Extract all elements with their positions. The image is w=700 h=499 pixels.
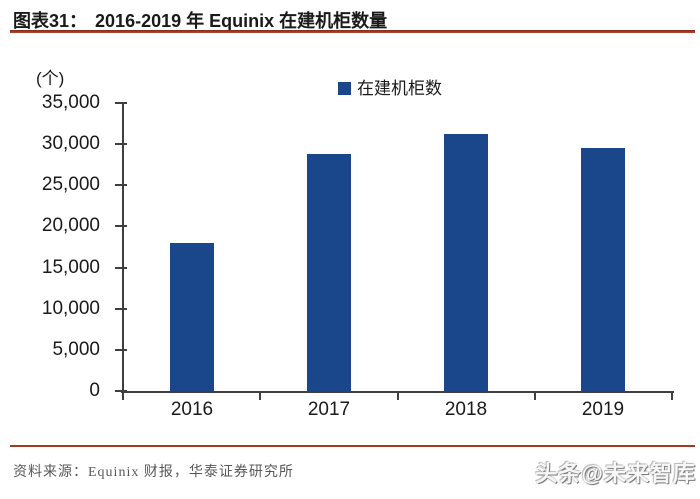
bar-2019 bbox=[581, 148, 625, 391]
y-axis-tick-label: 20,000 bbox=[41, 215, 100, 237]
bar-2018 bbox=[444, 134, 488, 391]
x-axis-tick bbox=[671, 391, 673, 400]
y-axis-tick bbox=[115, 307, 127, 310]
y-axis-tick bbox=[115, 184, 127, 187]
y-axis-tick-label: 30,000 bbox=[41, 133, 100, 155]
y-axis-tick bbox=[115, 348, 127, 351]
y-axis-tick-label: 5,000 bbox=[52, 338, 100, 360]
bar-2017 bbox=[307, 154, 351, 391]
source-note: 资料来源：Equinix 财报，华泰证券研究所 bbox=[13, 465, 294, 480]
footer-divider-line bbox=[10, 445, 695, 447]
y-axis-tick bbox=[115, 266, 127, 269]
legend-label: 在建机柜数 bbox=[357, 79, 442, 98]
x-axis-tick bbox=[396, 391, 399, 400]
y-axis-line bbox=[122, 103, 124, 393]
figure-number-label: 图表31： bbox=[13, 11, 88, 31]
y-axis-tick bbox=[115, 390, 127, 392]
y-axis-tick-label: 15,000 bbox=[41, 256, 100, 278]
y-axis-tick bbox=[115, 143, 127, 146]
y-axis-tick bbox=[115, 102, 127, 104]
y-axis-tick-label: 25,000 bbox=[41, 174, 100, 196]
x-axis-label-2019: 2019 bbox=[581, 399, 625, 420]
y-axis-tick-label: 10,000 bbox=[41, 297, 100, 319]
legend-color-swatch bbox=[338, 81, 351, 95]
bar-2016 bbox=[170, 243, 214, 391]
y-axis-tick-label: 0 bbox=[89, 380, 100, 401]
x-axis-label-2016: 2016 bbox=[170, 399, 214, 420]
title-divider-line bbox=[10, 30, 695, 33]
y-axis-tick-label: 35,000 bbox=[41, 92, 100, 113]
y-axis-tick bbox=[115, 225, 127, 228]
figure-title-row: 图表31： 2016-2019 年 Equinix 在建机柜数量 bbox=[13, 7, 387, 33]
figure-title: 2016-2019 年 Equinix 在建机柜数量 bbox=[95, 11, 388, 31]
chart-legend: 在建机柜数 bbox=[338, 74, 442, 99]
x-axis-tick bbox=[533, 391, 536, 400]
watermark: 头条@未来智库 bbox=[535, 461, 696, 486]
x-axis-tick bbox=[122, 391, 124, 400]
x-axis-label-2018: 2018 bbox=[444, 399, 488, 420]
y-axis-unit-label: (个) bbox=[36, 69, 65, 88]
x-axis-tick bbox=[259, 391, 262, 400]
x-axis-label-2017: 2017 bbox=[307, 399, 351, 420]
